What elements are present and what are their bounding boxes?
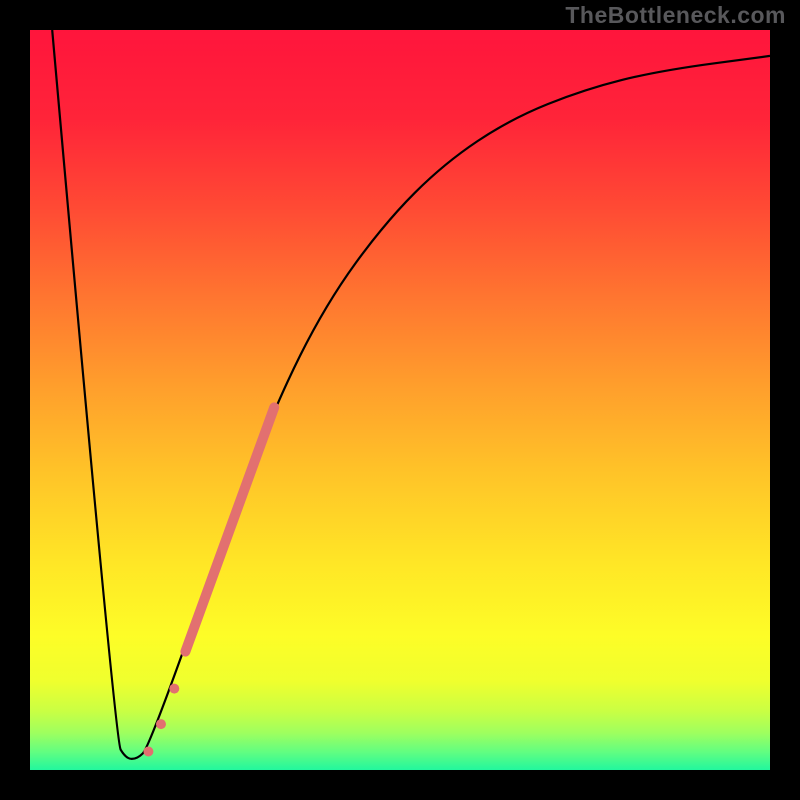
highlight-dot	[156, 719, 166, 729]
bottleneck-curve-chart	[30, 30, 770, 770]
gradient-background	[30, 30, 770, 770]
highlight-dot	[143, 747, 153, 757]
highlight-dot	[169, 684, 179, 694]
plot-area	[30, 30, 770, 770]
watermark-text: TheBottleneck.com	[565, 2, 786, 29]
chart-frame: TheBottleneck.com	[0, 0, 800, 800]
